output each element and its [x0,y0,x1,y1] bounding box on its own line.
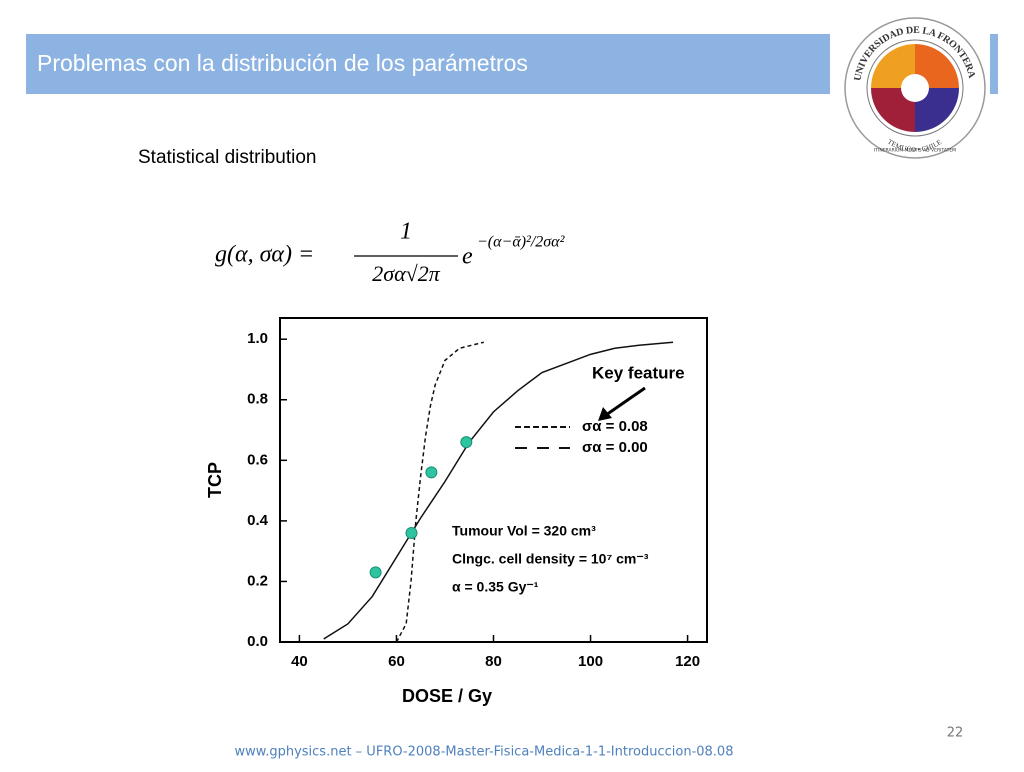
annotation: Clngc. cell density = 10⁷ cm⁻³ [452,551,649,567]
logo: UNIVERSIDAD DE LA FRONTERA TEMUCO • CHIL… [844,17,986,159]
y-tick-label: 1.0 [247,330,268,347]
x-axis-label: DOSE / Gy [402,686,492,706]
y-tick-label: 0.4 [247,512,269,529]
y-tick-label: 0.6 [247,451,268,468]
page-number: 22 [947,726,964,741]
legend-label: σα = 0.08 [582,418,648,435]
x-tick-label: 120 [675,653,700,670]
x-tick-label: 40 [291,653,308,670]
legend-label: σα = 0.00 [582,439,648,456]
formula-lhs: g(α, σα) = [215,242,314,268]
data-point [369,566,382,579]
y-axis-label: TCP [205,462,225,498]
slide-title: Problemas con la distribución de los par… [37,50,528,76]
data-point [460,436,473,449]
curve [395,341,484,643]
data-point [405,526,418,539]
annotation: Key feature [592,363,685,382]
subtitle: Statistical distribution [138,147,316,168]
y-tick-label: 0.0 [247,633,268,650]
arrow [605,386,646,417]
x-tick-label: 100 [578,653,603,670]
header-bar-end [990,34,998,94]
chart: DOSE / Gy TCP 40 60 80 100 120 0.0 0.2 0.4 0.6 0.… [205,317,708,706]
x-tick-label: 60 [388,653,405,670]
header-bar [26,34,830,94]
curve [323,341,674,640]
arrow-head [598,407,612,421]
data-point [425,466,438,479]
footer-source: www.gphysics.net – UFRO-2008-Master-Fisi… [235,745,734,760]
annotation: α = 0.35 Gy⁻¹ [452,579,539,595]
formula-exponent: −(α−ᾱ)²/2σα² [477,234,566,251]
annotation: Tumour Vol = 320 cm³ [452,523,596,539]
formula-denominator: 2σα√2π [372,261,440,286]
formula-numerator: 1 [400,219,412,245]
y-tick-label: 0.8 [247,391,268,408]
logo-motto: ITINERARIUM MENTIS AD VERITATEM [874,148,956,154]
y-tick-label: 0.2 [247,572,268,589]
x-tick-label: 80 [485,653,502,670]
formula-base: e [462,244,473,270]
